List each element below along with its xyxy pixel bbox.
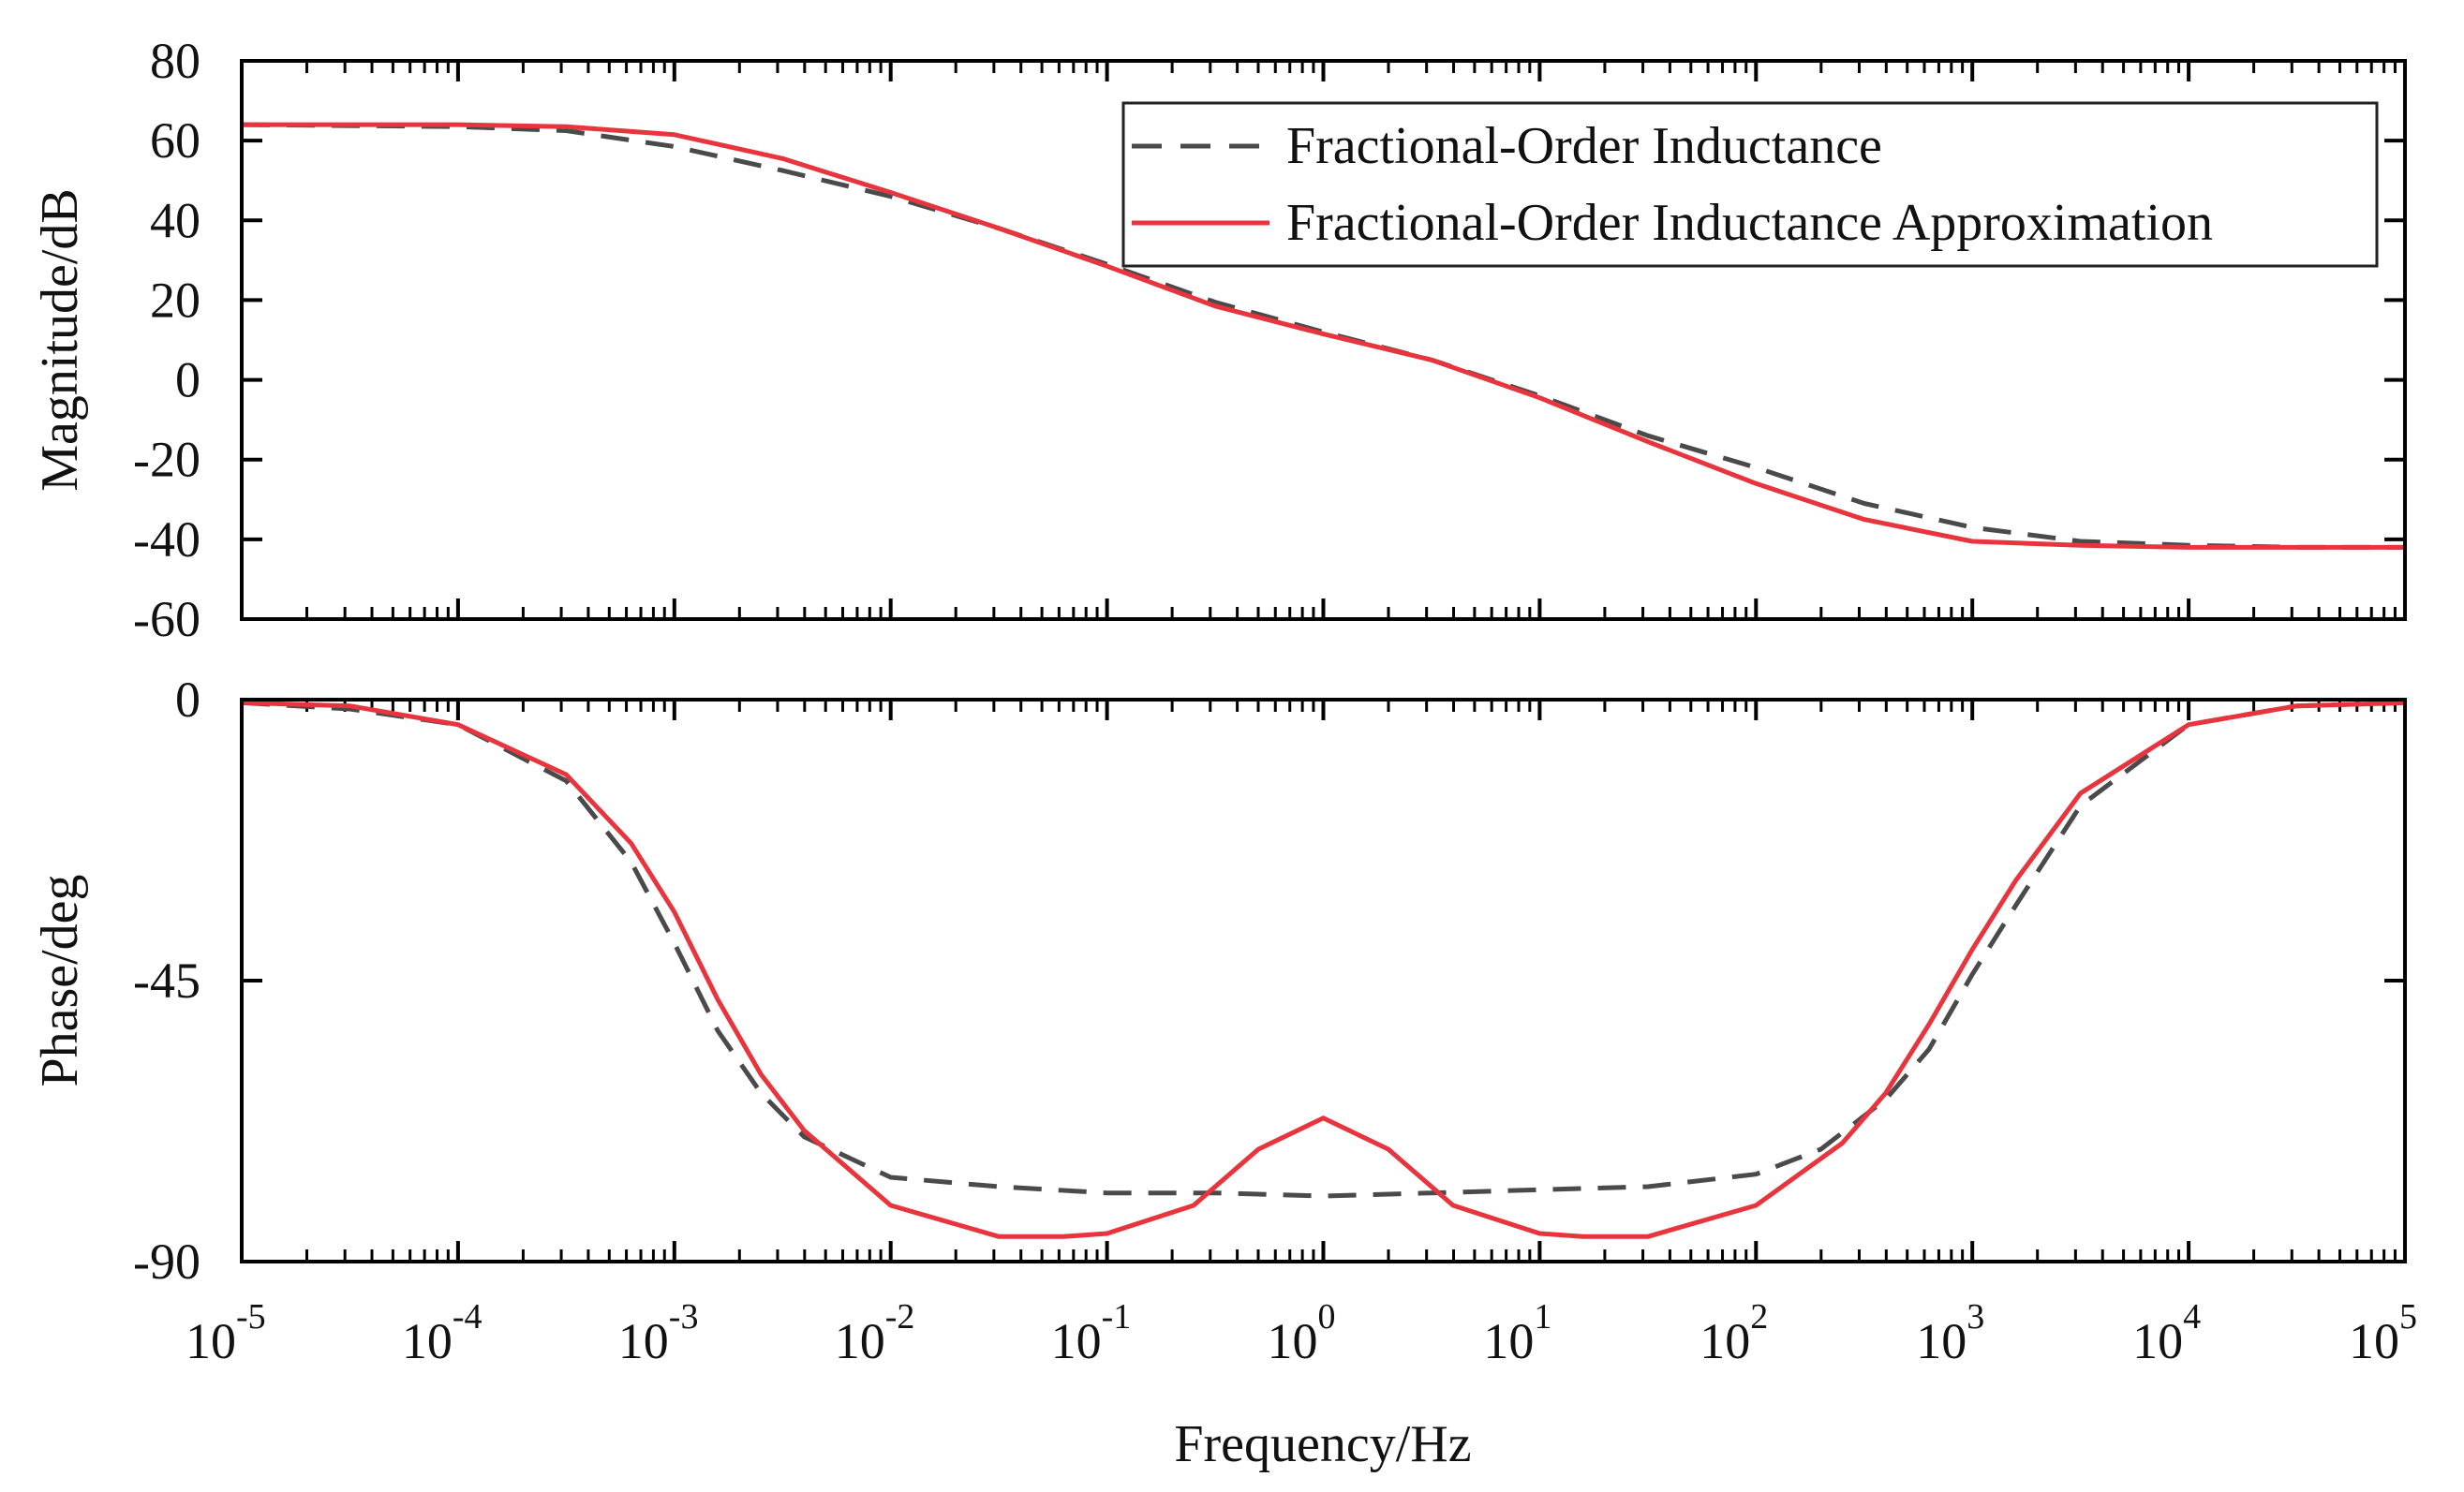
x-tick-label-base: 10: [186, 1313, 236, 1369]
phase-series: [241, 700, 2406, 1239]
x-tick-label: 10 -1: [1051, 1297, 1132, 1369]
phase-y-tick-label: 0: [175, 672, 200, 728]
phase-plot-frame: [240, 698, 2407, 1263]
x-tick-label-base: 10: [402, 1313, 453, 1369]
legend-box: [1121, 101, 2379, 268]
x-tick-label: 10 4: [2132, 1297, 2201, 1369]
phase-y-tick-labels: 0 -45 -90: [133, 672, 200, 1290]
x-tick-label: 10 0: [1268, 1297, 1336, 1369]
x-tick-label-exponent: -4: [453, 1297, 482, 1337]
phase-series-fractional-order-inductance: [241, 700, 2406, 1199]
x-tick-label-base: 10: [1483, 1313, 1534, 1369]
x-tick-label-base: 10: [618, 1313, 669, 1369]
magnitude-y-tick-label: 0: [175, 352, 200, 408]
magnitude-y-tick-label: 20: [150, 272, 200, 328]
x-tick-label: 10 2: [1700, 1297, 1768, 1369]
x-tick-label-exponent: 4: [2183, 1297, 2201, 1337]
x-tick-label-base: 10: [1051, 1313, 1102, 1369]
x-tick-label-exponent: 2: [1750, 1297, 1768, 1337]
magnitude-series-approximation: [242, 122, 2405, 550]
magnitude-plot-frame: [240, 59, 2407, 621]
x-tick-label-exponent: -3: [669, 1297, 699, 1337]
magnitude-y-tick-labels: 80 60 40 20 0 -20 -40 -60: [133, 33, 200, 647]
x-tick-label-exponent: 0: [1318, 1297, 1336, 1337]
x-tick-label: 10 -4: [402, 1297, 482, 1369]
x-tick-label: 10 -3: [618, 1297, 699, 1369]
x-tick-label-exponent: 1: [1534, 1297, 1551, 1337]
phase-series-approximation: [241, 700, 2406, 1239]
magnitude-y-tick-label: -60: [133, 591, 200, 647]
x-tick-label-exponent: 3: [1967, 1297, 1984, 1337]
magnitude-y-tick-label: 60: [150, 112, 200, 169]
magnitude-y-axis-title: Magnitude/dB: [31, 188, 89, 492]
x-tick-label-exponent: -5: [236, 1297, 266, 1337]
x-tick-label-base: 10: [1916, 1313, 1967, 1369]
magnitude-y-tick-label: 40: [150, 192, 200, 248]
magnitude-y-tick-label: -20: [133, 432, 200, 488]
magnitude-y-tick-label: -40: [133, 511, 200, 568]
magnitude-series-fractional-order-inductance: [241, 122, 2405, 550]
x-tick-label-base: 10: [2349, 1313, 2399, 1369]
magnitude-panel: 80 60 40 20 0 -20 -40 -60 Magnitude/dB Fraction…: [31, 33, 2407, 647]
legend-label-fractional-order-inductance: Fractional-Order Inductance: [1286, 117, 1882, 175]
x-tick-label-exponent: -2: [885, 1297, 915, 1337]
magnitude-series: [241, 122, 2405, 550]
phase-panel: 0-45-90 Phase/deg 10 -5 10 -4 10 -3 10 -2 10 -1 10…: [31, 672, 2417, 1473]
x-tick-label: 10 -5: [186, 1297, 266, 1369]
legend-label-fractional-order-inductance-approximation: Fractional-Order Inductance Approximatio…: [1286, 194, 2213, 252]
magnitude-y-tick-label: 80: [150, 33, 200, 89]
x-tick-label: 10 3: [1916, 1297, 1984, 1369]
x-tick-label-base: 10: [2132, 1313, 2183, 1369]
x-tick-labels: 10 -5 10 -4 10 -3 10 -2 10 -1 10 0 10 1 10 2 10 3 10 4 10 5: [186, 1297, 2417, 1369]
legend: Fractional-Order Inductance Fractional-O…: [1121, 101, 2379, 268]
x-tick-label-base: 10: [1700, 1313, 1750, 1369]
x-tick-label: 10 1: [1483, 1297, 1551, 1369]
x-tick-label-base: 10: [1268, 1313, 1318, 1369]
x-tick-label-base: 10: [835, 1313, 885, 1369]
phase-y-tick-label: -90: [133, 1233, 200, 1290]
phase-y-tick-label: -45: [133, 953, 200, 1009]
x-tick-label-exponent: 5: [2399, 1297, 2417, 1337]
x-axis-title: Frequency/Hz: [1174, 1415, 1471, 1473]
x-tick-label: 10 -2: [835, 1297, 915, 1369]
x-tick-label-exponent: -1: [1102, 1297, 1132, 1337]
phase-ticks: [240, 698, 2407, 1263]
phase-y-axis-title: Phase/deg: [31, 874, 89, 1086]
x-tick-label: 10 5: [2349, 1297, 2417, 1369]
